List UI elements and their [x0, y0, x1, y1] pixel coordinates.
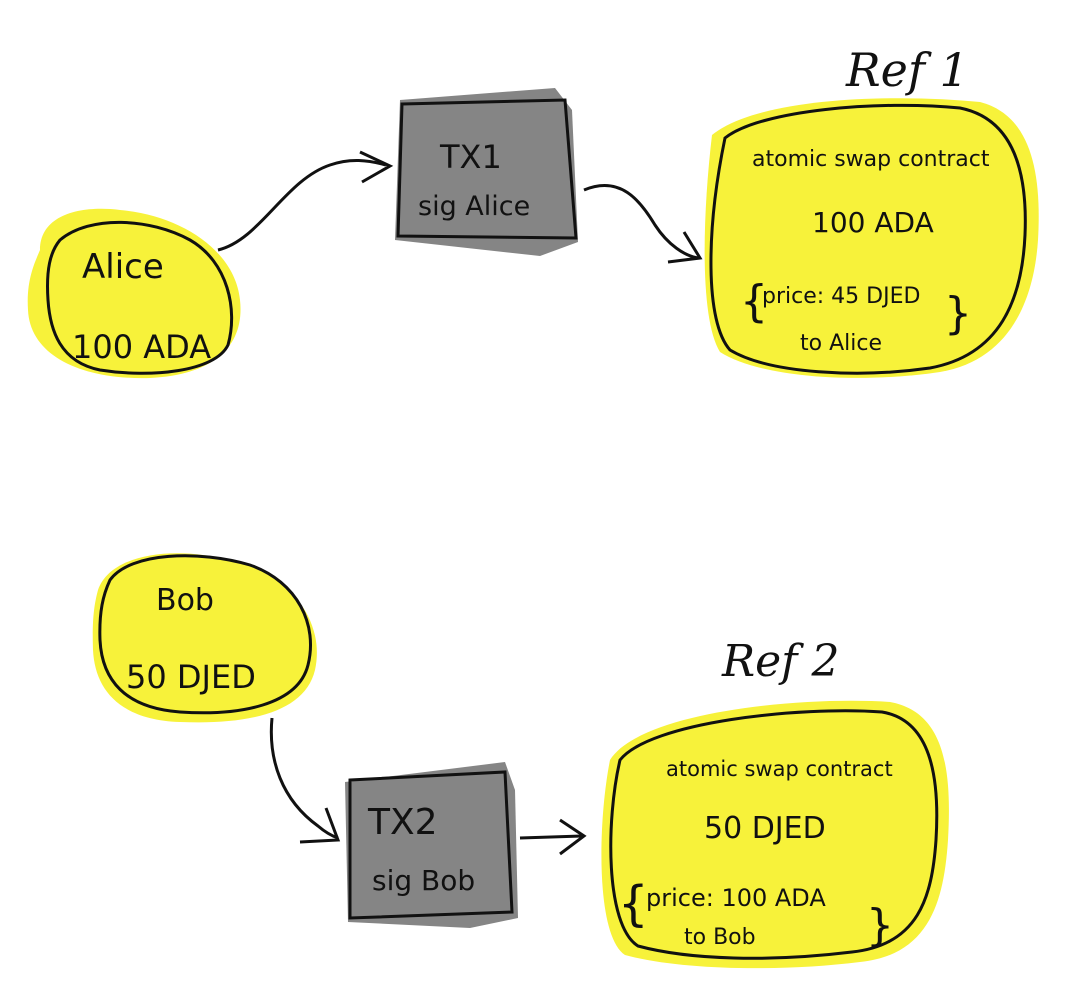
utxo-bob-highlight	[92, 553, 317, 723]
tx1-outline	[396, 98, 578, 240]
contract-ref1-brace-right: }	[944, 288, 972, 339]
utxo-bob-outline	[98, 554, 313, 715]
tx1-shade	[395, 88, 578, 256]
utxo-alice-amount: 100 ADA	[72, 328, 211, 366]
utxo-alice-highlight	[27, 208, 241, 379]
contract-ref1-brace-left: {	[740, 276, 768, 327]
utxo-bob-owner: Bob	[156, 583, 214, 618]
utxo-alice-outline	[46, 220, 234, 375]
contract-ref1-recipient: to Alice	[800, 331, 882, 356]
contract-ref2: atomic swap contract 50 DJED { price: 10…	[601, 700, 949, 969]
tx2-name: TX2	[367, 802, 438, 843]
contract-ref2-price: price: 100 ADA	[646, 884, 826, 912]
contract-ref2-title: atomic swap contract	[666, 757, 893, 781]
ref1-label: Ref 1	[845, 43, 969, 97]
contract-ref2-amount: 50 DJED	[704, 811, 826, 846]
tx2-outline	[348, 770, 514, 920]
contract-ref1-highlight	[704, 98, 1039, 378]
ref2-label: Ref 2	[721, 636, 839, 687]
contract-ref1-title: atomic swap contract	[752, 147, 990, 172]
utxo-bob: Bob 50 DJED	[92, 553, 317, 723]
tx1-box: TX1 sig Alice	[395, 88, 578, 256]
contract-ref2-recipient: to Bob	[684, 925, 756, 950]
contract-ref1-outline	[709, 103, 1027, 375]
arrow-alice-to-tx1	[217, 150, 394, 252]
contract-ref2-outline	[609, 709, 939, 960]
contract-ref1-amount: 100 ADA	[812, 206, 934, 239]
arrow-tx1-to-ref1	[583, 184, 703, 264]
tx2-box: TX2 sig Bob	[345, 762, 518, 928]
arrow-bob-to-tx2	[269, 717, 341, 844]
contract-ref2-highlight	[601, 700, 949, 969]
contract-ref1: atomic swap contract 100 ADA { price: 45…	[704, 98, 1039, 378]
tx2-shade	[345, 762, 518, 928]
tx1-name: TX1	[439, 138, 502, 176]
tx1-signature: sig Alice	[418, 191, 530, 222]
contract-ref2-brace-right: }	[866, 900, 894, 951]
utxo-alice-owner: Alice	[82, 247, 164, 287]
arrow-tx2-to-ref2	[519, 818, 587, 856]
utxo-bob-amount: 50 DJED	[126, 658, 256, 696]
contract-ref2-brace-left: {	[618, 876, 649, 932]
contract-ref1-price: price: 45 DJED	[762, 284, 920, 309]
utxo-alice: Alice 100 ADA	[27, 208, 241, 379]
tx2-signature: sig Bob	[372, 864, 475, 897]
